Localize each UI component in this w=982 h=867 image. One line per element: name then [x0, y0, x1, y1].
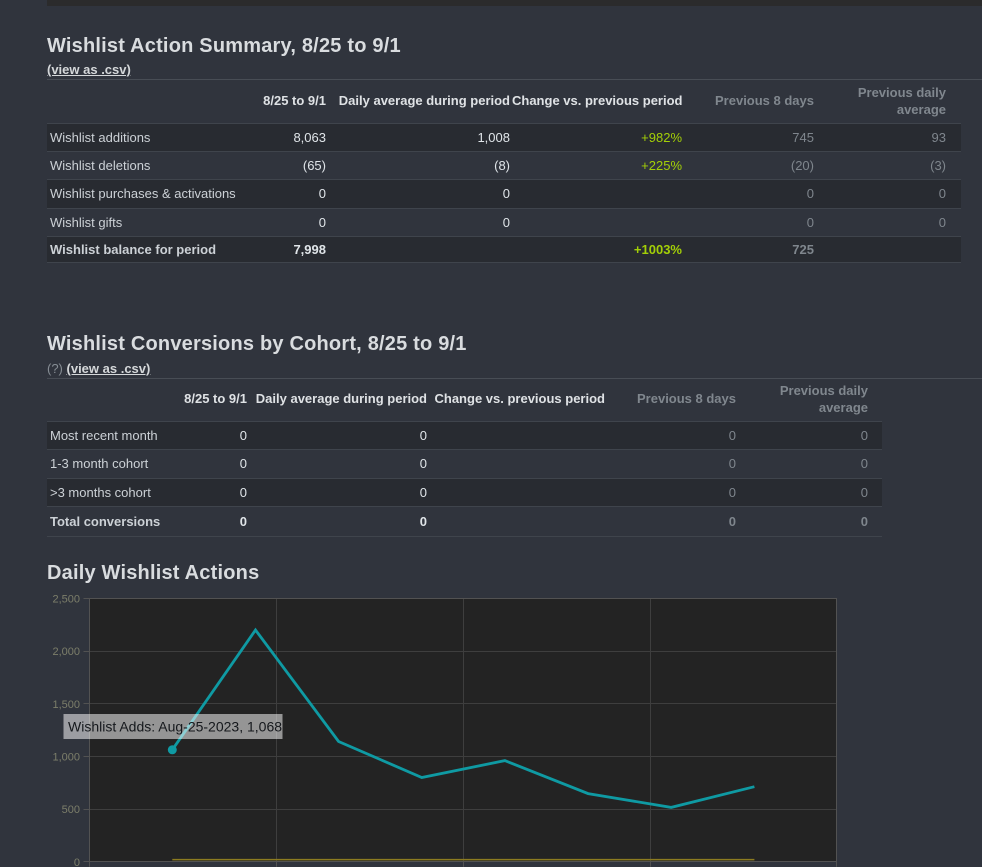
svg-text:2,000: 2,000	[52, 646, 80, 658]
svg-text:1,000: 1,000	[52, 751, 80, 763]
svg-text:0: 0	[74, 857, 80, 867]
svg-text:Wishlist Adds: Aug-25-2023, 1,: Wishlist Adds: Aug-25-2023, 1,068	[68, 719, 282, 735]
svg-text:1,500: 1,500	[52, 699, 80, 711]
svg-text:2,500: 2,500	[52, 594, 80, 606]
svg-text:500: 500	[62, 804, 80, 816]
